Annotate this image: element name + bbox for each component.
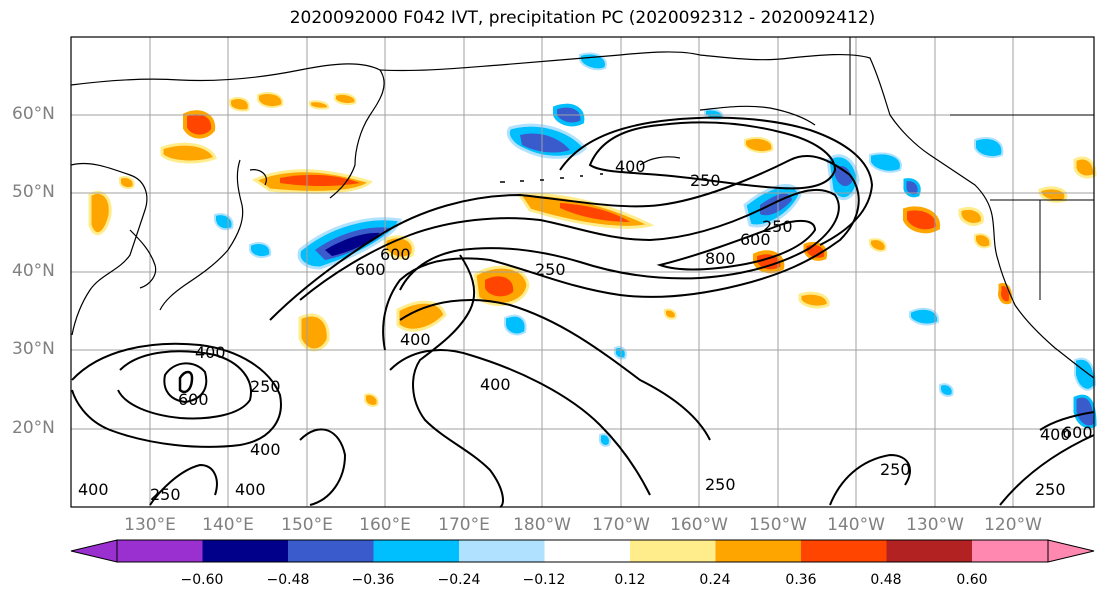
colorbar-tick-label: 0.24 [699, 572, 731, 588]
lon-label: 130°W [906, 515, 964, 535]
contour-labels: 400 250 600 400 250 400 600 250 400 400 … [78, 157, 1093, 504]
lon-label: 120°W [984, 515, 1042, 535]
contour-label: 600 [380, 245, 411, 264]
lon-label: 150°W [749, 515, 807, 535]
contour-label: 600 [178, 390, 209, 409]
lat-label: 20°N [12, 418, 55, 438]
lon-label: 130°E [124, 515, 176, 535]
colorbar-tick-label: −0.48 [266, 572, 310, 588]
contour-label: 250 [762, 217, 793, 236]
lon-label: 150°E [281, 515, 333, 535]
colorbar-frame [116, 539, 1049, 563]
map-title: 2020092000 F042 IVT, precipitation PC (2… [289, 8, 876, 28]
colorbar-segment [459, 540, 545, 562]
colorbar-tick-label: 0.12 [614, 572, 646, 588]
contour-label: 250 [880, 460, 911, 479]
colorbar-tick-label: 0.48 [870, 572, 902, 588]
map-graticule [71, 37, 1094, 507]
map-frame [70, 36, 1095, 508]
precipitation-field [88, 52, 1097, 447]
ivt-contours [71, 116, 1095, 508]
lat-label: 40°N [12, 261, 55, 281]
colorbar-tick-label: −0.24 [437, 572, 481, 588]
contour-label: 250 [690, 171, 721, 190]
coastlines [70, 37, 1095, 379]
colorbar-tick-label: −0.12 [522, 572, 566, 588]
lon-label: 170°W [592, 515, 650, 535]
lon-label: 140°E [202, 515, 254, 535]
lon-label: 180°W [513, 515, 571, 535]
contour-label: 250 [250, 377, 281, 396]
contour-label: 250 [535, 260, 566, 279]
colorbar-segment [202, 540, 288, 562]
lat-label: 50°N [12, 182, 55, 202]
contour-label: 800 [705, 249, 736, 268]
colorbar-tick-label: −0.36 [351, 572, 395, 588]
colorbar [70, 539, 1095, 563]
contour-label: 600 [740, 230, 771, 249]
colorbar-extend-low [70, 539, 118, 563]
contour-label: 400 [480, 375, 511, 394]
colorbar-segment [972, 540, 1048, 562]
contour-label: 250 [705, 475, 736, 494]
contour-label: 400 [400, 330, 431, 349]
contour-label: 400 [250, 440, 281, 459]
colorbar-segment [886, 540, 972, 562]
lon-label: 160°E [359, 515, 411, 535]
colorbar-segment [288, 540, 374, 562]
colorbar-segment [715, 540, 801, 562]
lon-label: 140°W [827, 515, 885, 535]
contour-label: 400 [615, 157, 646, 176]
colorbar-tick-label: 0.36 [785, 572, 817, 588]
colorbar-segment [544, 540, 630, 562]
contour-label: 400 [195, 343, 226, 362]
colorbar-segment [630, 540, 716, 562]
contour-label: 600 [355, 260, 386, 279]
colorbar-extend-high [1047, 539, 1095, 563]
lat-label: 60°N [12, 104, 55, 124]
colorbar-tick-label: 0.60 [956, 572, 988, 588]
lat-label: 30°N [12, 339, 55, 359]
colorbar-segment [801, 540, 887, 562]
contour-label: 250 [150, 485, 181, 504]
contour-label: 400 [1040, 425, 1071, 444]
contour-label: 600 [1062, 423, 1093, 442]
lon-label: 170°E [438, 515, 490, 535]
colorbar-segment [373, 540, 459, 562]
colorbar-tick-label: −0.60 [180, 572, 224, 588]
contour-label: 250 [1035, 480, 1066, 499]
colorbar-segment [117, 540, 203, 562]
contour-label: 400 [235, 480, 266, 499]
contour-label: 400 [78, 480, 109, 499]
lon-label: 160°W [670, 515, 728, 535]
